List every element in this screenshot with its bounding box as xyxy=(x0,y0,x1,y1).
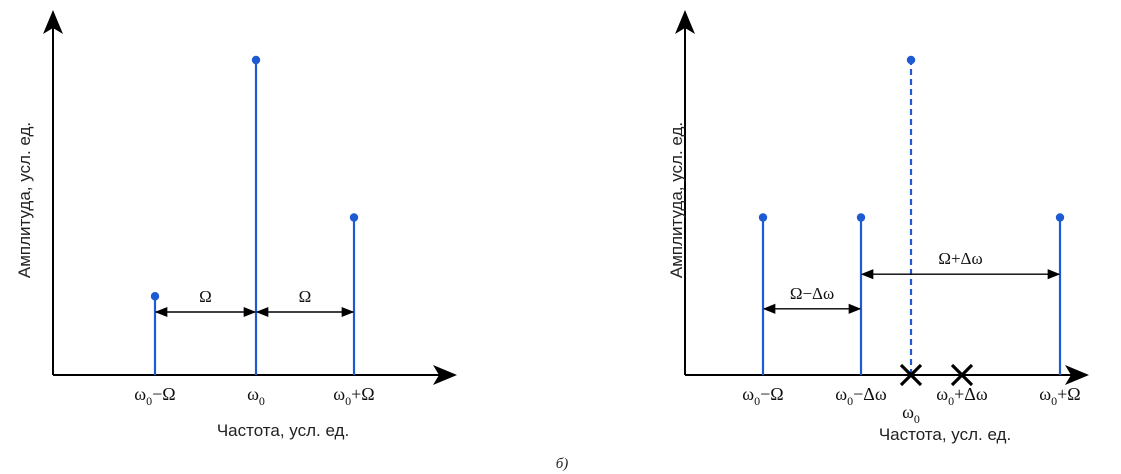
stem-point xyxy=(251,55,261,65)
interval-label: Ω−Δω xyxy=(790,284,834,303)
stem-point xyxy=(1055,213,1065,222)
interval-label: Ω+Δω xyxy=(938,249,982,268)
stem-point xyxy=(758,213,768,222)
cross-mark xyxy=(899,363,923,387)
cross-mark xyxy=(950,363,974,387)
x-tick-label: ω0 xyxy=(902,402,920,426)
x-tick-label: ω0−Ω xyxy=(742,384,783,408)
interval-label: Ω xyxy=(299,287,312,306)
figure-caption: б) xyxy=(556,456,569,472)
x-tick-label: ω0−Ω xyxy=(134,384,175,408)
x-tick-label: ω0 xyxy=(247,384,265,408)
x-tick-label: ω0−Δω xyxy=(835,384,887,408)
stem-point xyxy=(856,213,866,222)
y-axis-label: Амплитуда, усл. ед. xyxy=(667,122,686,278)
stem-point xyxy=(150,292,160,301)
y-axis-label: Амплитуда, усл. ед. xyxy=(15,122,34,278)
stem-point xyxy=(349,213,359,222)
chart-panel-right: Амплитуда, усл. ед. Частота, усл. ед. Ω−Δω… xyxy=(667,10,1089,444)
chart-panel-left: Амплитуда, усл. ед. Частота, усл. ед. Ω Ωω0… xyxy=(15,10,457,440)
x-tick-label: ω0+Ω xyxy=(333,384,374,408)
stem-point xyxy=(906,55,916,65)
x-tick-label: ω0+Ω xyxy=(1039,384,1080,408)
x-tick-label: ω0+Δω xyxy=(936,384,988,408)
x-axis-label: Частота, усл. ед. xyxy=(217,421,349,440)
interval-label: Ω xyxy=(199,287,212,306)
x-axis-label: Частота, усл. ед. xyxy=(879,425,1011,444)
